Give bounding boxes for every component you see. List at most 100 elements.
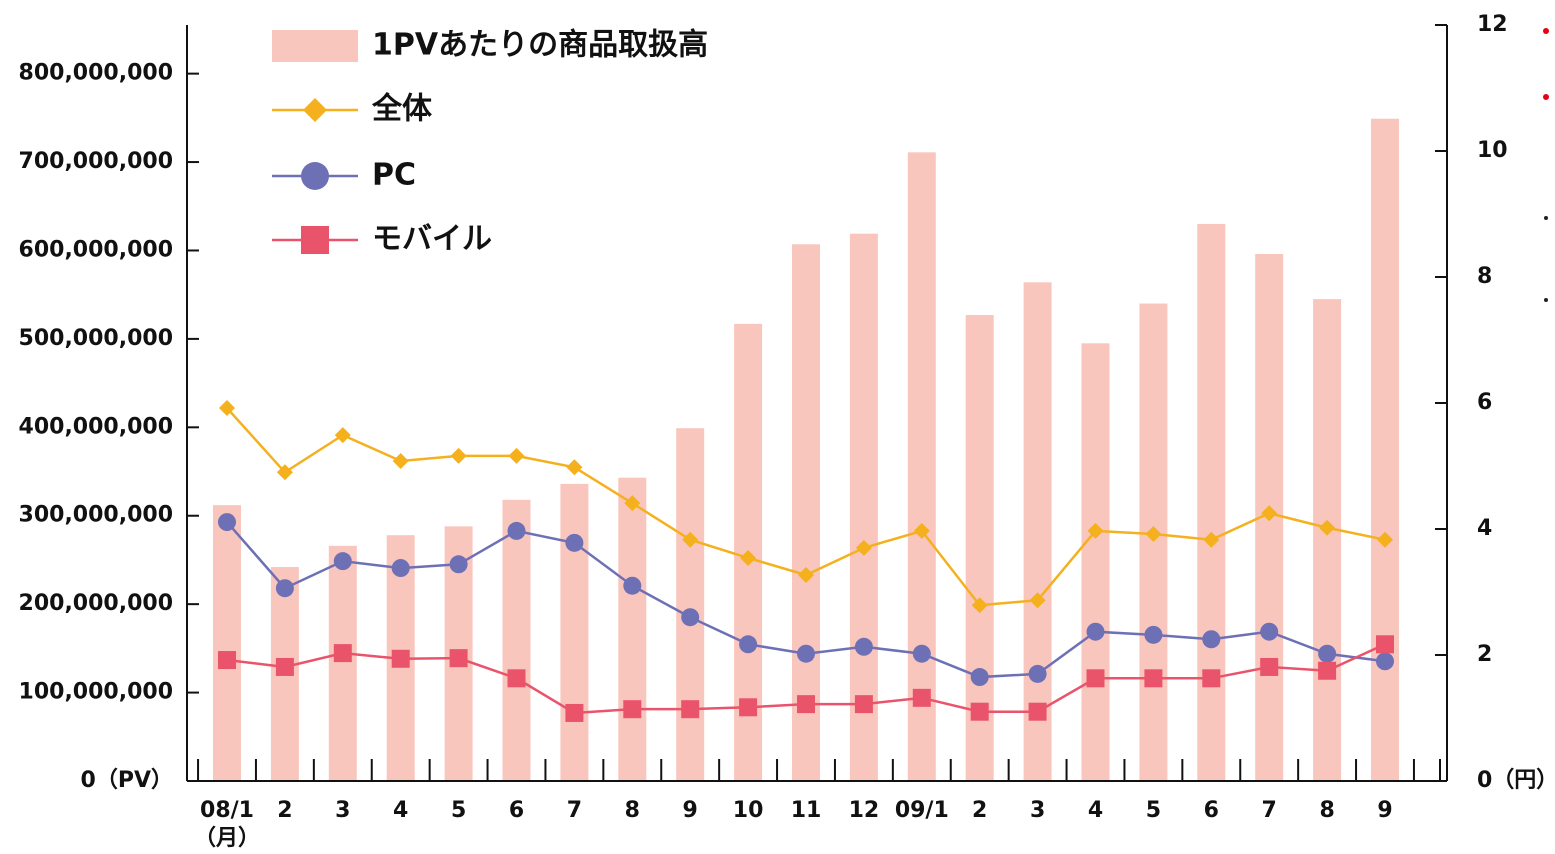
point <box>854 637 873 656</box>
point <box>682 531 699 548</box>
legend-swatch <box>272 30 358 62</box>
point <box>1318 644 1337 663</box>
point <box>1087 522 1104 539</box>
y-tick-label: 300,000,000 <box>19 503 173 528</box>
point <box>275 579 294 598</box>
x-tick-label: 8 <box>625 798 640 823</box>
y-tick-label: 500,000,000 <box>19 326 173 351</box>
point <box>855 539 872 556</box>
y-tick-label: 600,000,000 <box>19 237 173 262</box>
point <box>681 608 700 627</box>
point <box>797 644 815 663</box>
y-tick-label: 100,000,000 <box>19 680 173 705</box>
bar <box>676 428 705 781</box>
point <box>507 669 526 688</box>
point <box>449 649 468 668</box>
x-tick-label: 11 <box>791 798 822 823</box>
point <box>392 452 409 469</box>
point <box>391 559 410 578</box>
x-tick-label: 2 <box>277 798 292 823</box>
point <box>740 549 757 566</box>
x-tick-label: 8 <box>1319 798 1334 823</box>
point <box>739 698 758 717</box>
point <box>1261 505 1278 522</box>
bar <box>849 233 878 781</box>
bar <box>1023 282 1052 781</box>
point <box>334 427 351 444</box>
decor-dot <box>1543 94 1549 100</box>
bar <box>1081 343 1110 781</box>
point <box>912 688 931 707</box>
x-tick-label: 10 <box>733 798 764 823</box>
point <box>1202 669 1221 688</box>
point <box>1144 625 1163 644</box>
bar <box>1139 303 1168 781</box>
point <box>1028 702 1047 721</box>
x-tick-label: 6 <box>1204 798 1219 823</box>
point <box>1203 531 1220 548</box>
x-tick-label: 9 <box>683 798 698 823</box>
point <box>912 644 931 663</box>
y2-tick-label: 2 <box>1477 642 1492 667</box>
x-tick-label: 08/1 <box>200 798 254 823</box>
y-tick-label: 0（PV） <box>81 768 173 793</box>
point <box>624 495 641 512</box>
point <box>971 597 988 614</box>
point <box>333 552 352 571</box>
legend-marker <box>303 98 327 122</box>
point <box>508 447 525 464</box>
point <box>450 447 467 464</box>
decor-dot <box>1543 28 1549 34</box>
point <box>1086 669 1105 688</box>
x-unit-label: （月） <box>194 826 260 851</box>
bar <box>1197 223 1226 781</box>
y2-tick-label: 10 <box>1477 138 1508 163</box>
x-tick-label: 09/1 <box>895 798 949 823</box>
bar <box>560 483 589 781</box>
point <box>449 555 468 574</box>
point <box>507 521 526 540</box>
x-tick-label: 7 <box>1262 798 1277 823</box>
bar <box>1371 118 1399 781</box>
point <box>1319 519 1336 536</box>
point <box>565 703 584 722</box>
x-tick-label: 2 <box>972 798 987 823</box>
decor-dot <box>1544 298 1548 302</box>
x-tick-label: 5 <box>451 798 466 823</box>
point <box>1260 622 1279 641</box>
y-tick-label: 200,000,000 <box>19 591 173 616</box>
point <box>218 651 236 670</box>
point <box>1145 526 1162 543</box>
bar <box>907 152 936 782</box>
y2-tick-label: 6 <box>1477 390 1492 415</box>
bar <box>1313 299 1342 781</box>
y-tick-label: 400,000,000 <box>19 414 173 439</box>
y-tick-label: 800,000,000 <box>19 61 173 86</box>
x-tick-label: 3 <box>1030 798 1045 823</box>
point <box>1028 664 1047 683</box>
point <box>275 657 294 676</box>
decor-dot <box>1544 216 1548 220</box>
bar <box>213 505 241 781</box>
x-tick-label: 6 <box>509 798 524 823</box>
point <box>854 695 873 714</box>
y2-tick-label: 8 <box>1477 264 1492 289</box>
point <box>739 635 758 654</box>
legend-marker <box>301 162 329 190</box>
x-tick-label: 4 <box>1088 798 1103 823</box>
point <box>1377 531 1393 548</box>
legend-label: モバイル <box>372 222 492 257</box>
point <box>276 464 293 481</box>
point <box>1376 635 1394 654</box>
point <box>1029 592 1046 609</box>
y2-tick-label: 12 <box>1477 12 1508 37</box>
point <box>1376 652 1394 671</box>
point <box>797 695 815 714</box>
legend-label: PC <box>372 158 416 193</box>
point <box>798 566 814 583</box>
point <box>1260 657 1279 676</box>
bar <box>502 499 531 781</box>
bar <box>792 244 820 782</box>
point <box>970 668 989 687</box>
